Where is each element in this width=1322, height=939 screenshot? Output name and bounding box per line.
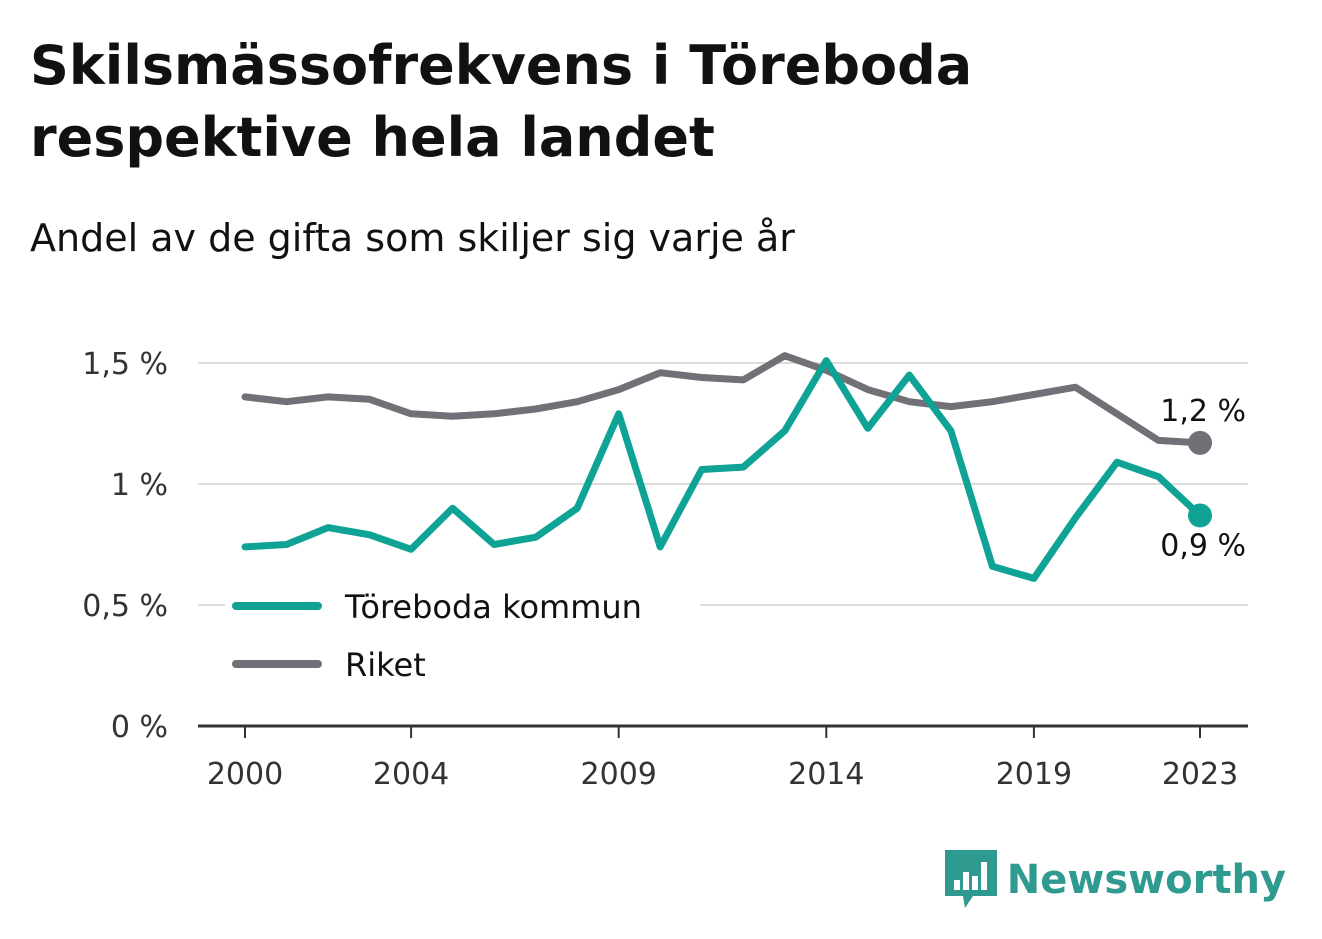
legend: Töreboda kommun Riket (225, 578, 700, 696)
chart-title: Skilsmässofrekvens i Töreboda respektive… (30, 34, 973, 169)
chart-subtitle: Andel av de gifta som skiljer sig varje … (30, 216, 795, 260)
legend-label: Töreboda kommun (344, 588, 642, 626)
x-axis-ticks: 2000 2004 2009 2014 2019 2023 (207, 726, 1238, 792)
series-lines: 1,2 % 0,9 % (241, 352, 1246, 582)
logo-text: Newsworthy (1006, 857, 1286, 903)
end-point-toreboda (1188, 503, 1212, 528)
end-point-riket (1188, 430, 1212, 455)
y-tick-label: 0,5 % (82, 589, 168, 624)
newsworthy-logo: Newsworthy (944, 850, 1286, 910)
y-axis-ticks: 0 % 0,5 % 1 % 1,5 % (82, 347, 168, 745)
end-label-toreboda: 0,9 % (1160, 528, 1246, 563)
x-tick-label: 2000 (207, 757, 283, 792)
series-line-riket (241, 352, 1204, 447)
legend-background (225, 578, 700, 696)
y-tick-label: 0 % (111, 710, 168, 745)
y-tick-label: 1 % (111, 468, 168, 503)
x-tick-label: 2023 (1162, 757, 1238, 792)
x-tick-label: 2009 (581, 757, 657, 792)
x-tick-label: 2014 (788, 757, 864, 792)
series-line-toreboda (241, 357, 1204, 582)
x-tick-label: 2004 (373, 757, 449, 792)
legend-label: Riket (345, 646, 426, 684)
end-label-riket: 1,2 % (1160, 394, 1246, 429)
x-tick-label: 2019 (996, 757, 1072, 792)
y-tick-label: 1,5 % (82, 347, 168, 382)
bar-chart-badge-icon (944, 850, 997, 908)
